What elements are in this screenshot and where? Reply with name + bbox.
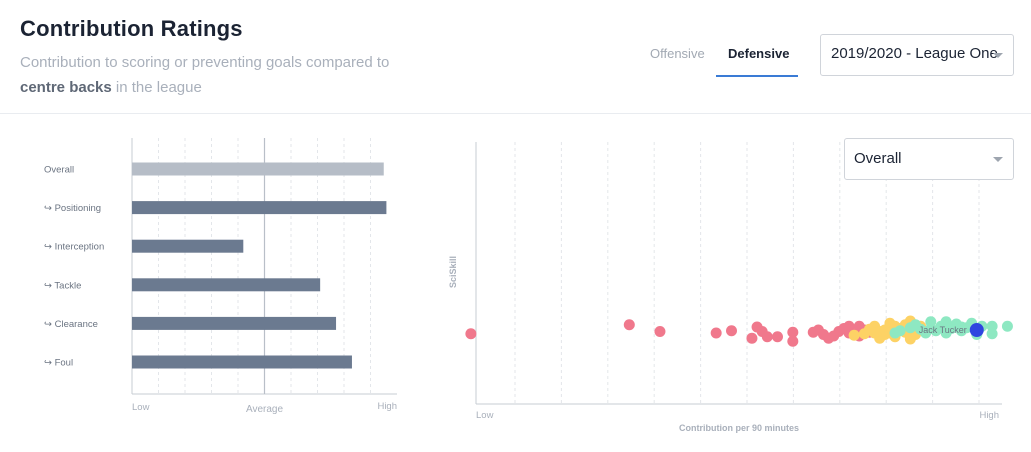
chevron-down-icon <box>993 53 1003 58</box>
season-select[interactable]: 2019/2020 - League One <box>820 34 1014 76</box>
highlight-player-label: Jack Tucker <box>919 325 967 335</box>
season-select-value: 2019/2020 - League One <box>831 45 998 62</box>
scatter-point-red <box>828 330 840 342</box>
highlight-player-point <box>969 323 984 337</box>
bar <box>132 355 352 369</box>
scatter-point-green <box>894 325 906 337</box>
x-tick-label-average: Average <box>246 404 284 415</box>
page-subtitle: Contribution to scoring or preventing go… <box>20 50 420 100</box>
scatter-point-red <box>710 327 722 339</box>
bar-category-label: ↪ Foul <box>44 358 73 369</box>
scatter-point-green <box>940 316 952 328</box>
bar <box>132 239 244 253</box>
bar-category-label: Overall <box>44 165 74 176</box>
bar <box>132 201 387 215</box>
header: Contribution Ratings Contribution to sco… <box>0 0 1031 114</box>
chevron-down-icon <box>993 157 1003 162</box>
scatter-point-red <box>465 328 477 340</box>
bar-category-label: ↪ Clearance <box>44 319 98 330</box>
scatter-point-yellow <box>904 333 916 345</box>
scatter-point-green <box>955 321 967 333</box>
bar <box>132 278 321 292</box>
subtitle-text: Contribution to scoring or preventing go… <box>20 54 390 71</box>
bar-category-label: ↪ Positioning <box>44 203 101 214</box>
scatter-point-green <box>1001 320 1013 332</box>
active-tab-indicator <box>716 75 798 77</box>
scatter-point-red <box>771 331 783 343</box>
tab-offensive[interactable]: Offensive <box>650 46 705 61</box>
page-title: Contribution Ratings <box>20 16 243 41</box>
contribution-bar-chart: Overall ↪ Positioning ↪ Interception ↪ Tack… <box>44 138 397 415</box>
y-axis-title: SciSkill <box>448 256 458 288</box>
subtitle-position: centre backs <box>20 79 112 96</box>
scatter-point-green <box>986 320 998 332</box>
scatter-point-yellow <box>869 327 881 339</box>
tab-defensive[interactable]: Defensive <box>728 46 790 61</box>
x-tick-label-low: Low <box>132 402 150 413</box>
contribution-scatter-chart: Jack Tucker Low High Contribution per 90 m… <box>448 142 1013 433</box>
x-axis-title: Contribution per 90 minutes <box>679 423 799 433</box>
bar-category-label: ↪ Interception <box>44 242 104 253</box>
scatter-point-red <box>654 326 666 337</box>
bar <box>132 162 384 176</box>
scatter-point-red <box>787 326 799 338</box>
x-tick-label-high: High <box>377 401 397 412</box>
metric-select-value: Overall <box>854 150 902 167</box>
scatter-point-red <box>623 319 635 331</box>
bar-category-label: ↪ Tackle <box>44 280 81 291</box>
x-tick-label-low: Low <box>476 410 494 421</box>
metric-select[interactable]: Overall <box>844 138 1014 180</box>
subtitle-suffix: in the league <box>115 79 202 96</box>
scatter-point-yellow <box>848 329 860 341</box>
x-tick-label-high: High <box>979 410 999 421</box>
bar <box>132 316 337 330</box>
scatter-point-red <box>761 331 773 343</box>
scatter-point-red <box>746 332 758 344</box>
scatter-point-red <box>787 335 799 347</box>
scatter-point-red <box>726 325 737 337</box>
